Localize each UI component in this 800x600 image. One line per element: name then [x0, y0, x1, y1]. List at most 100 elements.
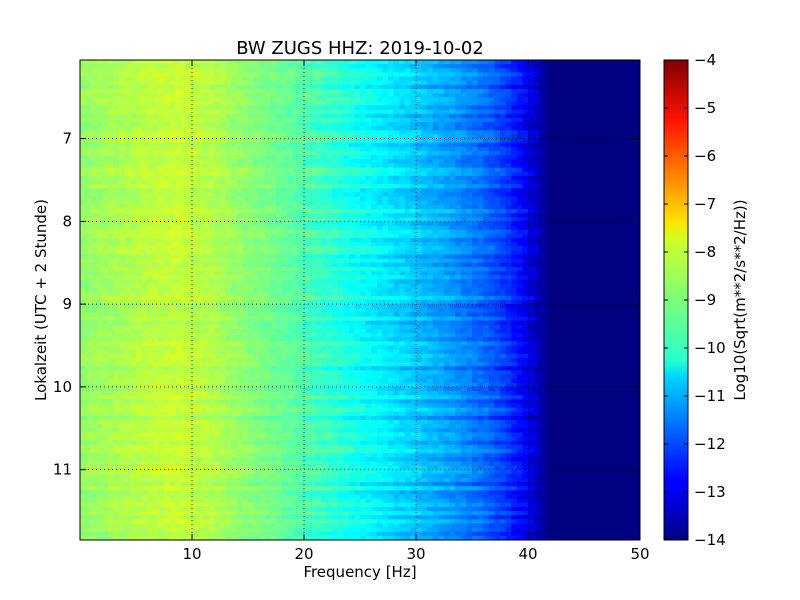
heatmap-cell: [147, 130, 154, 135]
heatmap-cell: [332, 192, 338, 197]
heatmap-cell: [382, 208, 389, 214]
heatmap-cell: [388, 242, 394, 247]
heatmap-cell: [533, 188, 540, 193]
heatmap-cell: [236, 171, 243, 177]
heatmap-cell: [136, 93, 142, 98]
heatmap-cell: [343, 97, 350, 102]
heatmap-cell: [416, 250, 422, 255]
heatmap-cell: [119, 122, 126, 127]
heatmap-cell: [208, 88, 215, 94]
heatmap-cell: [494, 155, 501, 160]
heatmap-cell: [236, 262, 243, 268]
heatmap-cell: [124, 72, 131, 77]
heatmap-cell: [80, 113, 86, 119]
heatmap-cell: [460, 117, 467, 123]
heatmap-cell: [152, 192, 159, 197]
heatmap-cell: [584, 196, 590, 202]
heatmap-cell: [186, 246, 193, 251]
heatmap-cell: [276, 84, 282, 90]
heatmap-cell: [231, 134, 238, 140]
heatmap-cell: [113, 184, 120, 189]
heatmap-cell: [203, 134, 210, 140]
heatmap-cell: [152, 64, 159, 69]
heatmap-cell: [488, 221, 495, 226]
heatmap-cell: [606, 184, 613, 189]
heatmap-cell: [169, 237, 176, 243]
heatmap-cell: [421, 122, 428, 127]
heatmap-cell: [348, 126, 355, 131]
heatmap-cell: [208, 134, 215, 140]
heatmap-cell: [231, 221, 238, 226]
heatmap-cell: [124, 117, 131, 123]
heatmap-cell: [427, 225, 434, 231]
heatmap-cell: [337, 68, 344, 73]
heatmap-cell: [304, 68, 310, 73]
heatmap-cell: [427, 134, 434, 140]
heatmap-cell: [180, 180, 187, 185]
heatmap-cell: [248, 254, 254, 260]
heatmap-cell: [91, 109, 98, 115]
heatmap-cell: [214, 130, 221, 135]
heatmap-cell: [578, 217, 585, 222]
heatmap-cell: [253, 262, 260, 268]
heatmap-cell: [365, 126, 372, 131]
heatmap-cell: [623, 258, 630, 264]
heatmap-cell: [208, 142, 215, 148]
heatmap-cell: [113, 117, 120, 123]
heatmap-cell: [365, 151, 372, 156]
heatmap-cell: [500, 159, 506, 164]
heatmap-cell: [326, 184, 333, 189]
heatmap-cell: [421, 68, 428, 73]
heatmap-cell: [292, 101, 299, 106]
heatmap-cell: [164, 180, 170, 185]
heatmap-cell: [186, 97, 193, 102]
heatmap-cell: [320, 192, 327, 197]
heatmap-cell: [449, 88, 456, 94]
heatmap-cell: [550, 242, 557, 247]
heatmap-cell: [96, 167, 103, 173]
heatmap-cell: [152, 68, 159, 73]
heatmap-cell: [225, 171, 232, 177]
heatmap-cell: [483, 246, 490, 251]
heatmap-cell: [309, 254, 316, 260]
heatmap-cell: [595, 246, 602, 251]
heatmap-cell: [175, 142, 182, 148]
heatmap-cell: [169, 262, 176, 268]
heatmap-cell: [488, 229, 495, 235]
heatmap-cell: [416, 167, 422, 173]
heatmap-cell: [152, 175, 159, 181]
heatmap-cell: [80, 221, 86, 226]
heatmap-cell: [472, 109, 478, 115]
heatmap-cell: [203, 113, 210, 119]
heatmap-cell: [584, 184, 590, 189]
heatmap-cell: [421, 72, 428, 77]
heatmap-cell: [130, 76, 137, 82]
heatmap-cell: [354, 113, 361, 119]
heatmap-cell: [550, 204, 557, 210]
heatmap-cell: [416, 171, 422, 177]
heatmap-cell: [337, 242, 344, 247]
heatmap-cell: [567, 167, 574, 173]
heatmap-cell: [292, 105, 299, 111]
heatmap-cell: [404, 109, 411, 115]
heatmap-cell: [158, 254, 165, 260]
heatmap-cell: [617, 122, 624, 127]
heatmap-cell: [584, 175, 590, 181]
heatmap-cell: [208, 72, 215, 77]
heatmap-cell: [259, 105, 266, 111]
heatmap-cell: [483, 159, 490, 164]
heatmap-cell: [584, 88, 590, 94]
heatmap-cell: [186, 72, 193, 77]
heatmap-cell: [186, 130, 193, 135]
heatmap-cell: [449, 171, 456, 177]
heatmap-cell: [85, 229, 92, 235]
heatmap-cell: [225, 88, 232, 94]
heatmap-cell: [192, 233, 198, 239]
heatmap-cell: [96, 146, 103, 152]
heatmap-cell: [130, 88, 137, 94]
heatmap-cell: [348, 254, 355, 260]
heatmap-cell: [169, 60, 176, 65]
heatmap-cell: [337, 105, 344, 111]
heatmap-cell: [578, 76, 585, 82]
heatmap-cell: [449, 64, 456, 69]
